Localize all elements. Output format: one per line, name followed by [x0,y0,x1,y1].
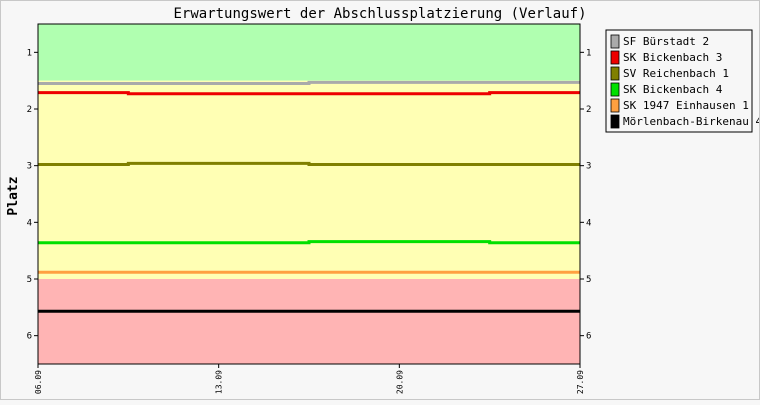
legend-swatch-1 [610,34,620,49]
y-tick-label-left: 3 [27,162,32,172]
legend-swatch-2 [610,50,620,65]
legend: SF Bürstadt 2 SK Bickenbach 3 SV Reichenba… [605,29,760,133]
y-tick-label-left: 2 [27,105,32,115]
x-tick-label: 27.09 [576,370,585,394]
y-axis-label: Platz [6,176,21,215]
plot-band-2 [38,80,580,280]
plot-band-1 [38,24,580,81]
legend-label-5: SK 1947 Einhausen 1 [623,99,749,112]
legend-swatch-3 [610,66,620,81]
legend-swatch-6 [610,114,620,129]
y-tick-label-left: 1 [27,48,32,58]
series-line-3 [38,161,580,167]
y-tick-label-right: 1 [586,48,591,58]
legend-label-4: SK Bickenbach 4 [623,83,723,96]
legend-label-2: SK Bickenbach 3 [623,51,722,64]
x-tick-label: 13.09 [215,370,224,394]
series-line-4 [38,240,580,245]
legend-box [605,29,753,133]
y-tick-label-left: 5 [27,275,32,285]
series-line-2 [38,91,580,96]
legend-label-1: SF Bürstadt 2 [623,35,709,48]
legend-swatch-4 [610,82,620,97]
y-tick-label-right: 2 [586,105,591,115]
x-tick-label: 20.09 [395,370,404,394]
y-tick-label-right: 3 [586,162,591,172]
legend-label-3: SV Reichenbach 1 [623,67,729,80]
y-tick-label-right: 6 [586,332,591,342]
y-tick-label-right: 4 [586,218,591,228]
plot-band-3 [38,279,580,364]
plot-area: 1 1 2 2 3 3 4 4 5 5 6 6 06.09 13.09 20.09 27.09 [27,23,591,394]
y-tick-label-left: 6 [27,332,32,342]
series-line-1 [38,80,580,85]
legend-label-6: Mörlenbach-Birkenau 4 [623,115,760,128]
plot-border [37,23,581,365]
chart-title: Erwartungswert der Abschlussplatzierung … [173,6,586,22]
y-tick-label-left: 4 [27,218,32,228]
x-tick-label: 06.09 [34,370,43,394]
legend-swatch-5 [610,98,620,113]
y-tick-label-right: 5 [586,275,591,285]
